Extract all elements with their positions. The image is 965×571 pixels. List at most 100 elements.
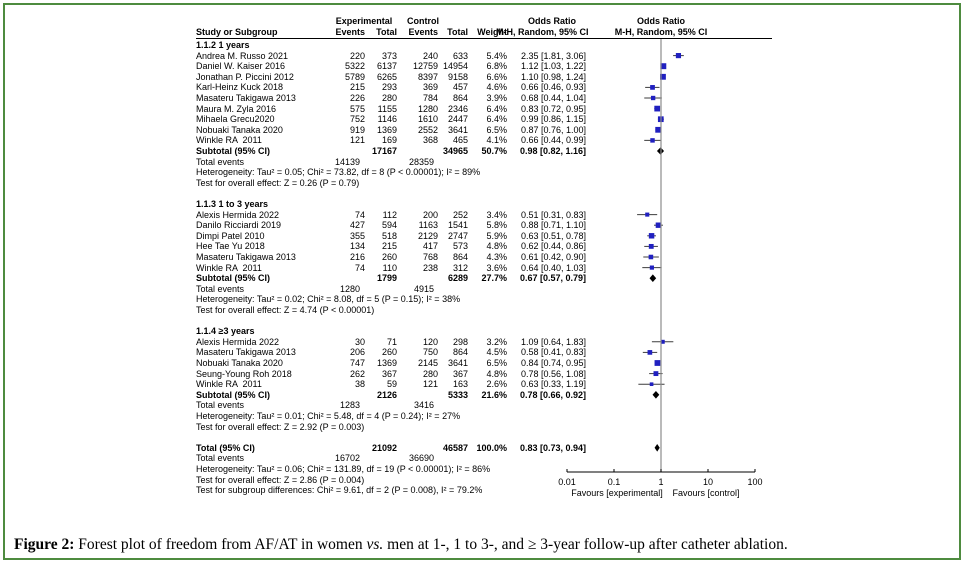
stats-note: Heterogeneity: Tau² = 0.01; Chi² = 5.48,… [196, 411, 461, 421]
cell-ctrl-events: 280 [422, 368, 438, 379]
cell-ctrl-events: 2552 [417, 124, 438, 135]
cell-ctrl-total: 457 [452, 82, 468, 93]
cell-ctrl-events: 12759 [412, 61, 438, 72]
study-name: Masateru Takigawa 2013 [196, 347, 296, 358]
cell-ctrl-events: 417 [422, 241, 438, 252]
cell-or-ci: 0.62 [0.44, 0.86] [520, 241, 586, 252]
axis-favours-experimental: Favours [experimental] [571, 488, 663, 498]
cell-exp-total: 6137 [376, 61, 397, 72]
cell-ctrl-total: 14954 [442, 61, 468, 72]
cell-exp-total: 6265 [376, 71, 397, 82]
header-method-plot: M-H, Random, 95% CI [614, 27, 708, 37]
cell-ctrl-events: 1280 [417, 103, 438, 114]
cell-ctrl-total: 864 [452, 252, 468, 262]
stats-note: Test for subgroup differences: Chi² = 9.… [196, 485, 483, 496]
caption-vs: vs. [366, 536, 384, 553]
study-name: Seung-Young Roh 2018 [196, 368, 292, 379]
header-exp-events: Events [335, 27, 365, 37]
study-name: Winkle RA 2011 [196, 262, 262, 273]
cell-exp-total: 373 [381, 50, 397, 61]
cell-ctrl-events: 369 [422, 82, 438, 93]
study-name: Nobuaki Tanaka 2020 [196, 124, 283, 135]
cell-ctrl-total: 252 [452, 209, 468, 220]
cell-ctrl-events: 368 [422, 135, 438, 146]
cell-weight: 5.4% [486, 50, 507, 61]
cell-exp-total: 112 [382, 209, 397, 220]
study-name: Daniel W. Kaiser 2016 [196, 61, 286, 72]
cell-or-ci: 0.98 [0.82, 1.16] [519, 146, 586, 156]
header-control: Control [407, 16, 439, 26]
cell-ctrl-total: 6289 [447, 273, 468, 284]
cell-ctrl-total: 312 [452, 262, 468, 273]
cell-ctrl-total: 2747 [447, 230, 468, 241]
cell-or-ci: 0.58 [0.41, 0.83] [520, 347, 586, 358]
cell-weight: 6.5% [486, 124, 507, 135]
cell-or-ci: 0.83 [0.72, 0.95] [520, 103, 586, 114]
cell-exp-total: 1155 [377, 103, 397, 114]
header-ctrl-events: Events [408, 27, 438, 37]
cell-exp-total: 1369 [376, 358, 397, 368]
cell-exp-events: 134 [349, 241, 365, 252]
study-name: Winkle RA 2011 [196, 135, 262, 146]
study-name: Maura M. Zyla 2016 [196, 103, 277, 114]
cell-weight: 2.6% [486, 379, 507, 390]
subtotal-row-label: Subtotal (95% CI) [196, 146, 271, 156]
cell-exp-events: 355 [349, 230, 365, 241]
subgroup-heading: 1.1.3 1 to 3 years [196, 199, 269, 209]
cell-weight: 6.8% [486, 61, 507, 72]
cell-ctrl-total: 573 [452, 241, 468, 252]
header-weight: Weight [477, 27, 507, 37]
cell-ctrl-total: 46587 [442, 442, 468, 453]
cell-weight: 4.6% [486, 82, 507, 93]
header-odds-ratio-plot: Odds Ratio [636, 16, 685, 26]
caption-label: Figure 2: [14, 536, 75, 553]
cell-weight: 4.5% [486, 347, 507, 358]
figure-green-frame [3, 3, 961, 560]
cell-exp-total: 1799 [376, 273, 397, 284]
axis-tick-label: 1 [658, 477, 664, 487]
cell-or-ci: 0.84 [0.74, 0.95] [520, 358, 586, 368]
cell-ctrl-total: 34965 [442, 146, 468, 156]
stats-note: Heterogeneity: Tau² = 0.05; Chi² = 73.82… [196, 167, 481, 178]
cell-ctrl-events: 200 [422, 209, 438, 220]
cell-weight: 6.6% [486, 71, 507, 82]
total-events-label: Total events [196, 283, 245, 294]
cell-exp-total: 169 [381, 135, 397, 146]
cell-exp-events: 74 [354, 262, 365, 273]
cell-or-ci: 0.61 [0.42, 0.90] [520, 252, 586, 262]
cell-weight: 5.8% [486, 220, 507, 231]
axis-tick-label: 100 [747, 477, 763, 487]
cell-ctrl-events: 1610 [417, 114, 438, 125]
cell-exp-events: 121 [349, 135, 365, 146]
cell-weight: 21.6% [481, 389, 507, 400]
cell-or-ci: 1.09 [0.64, 1.83] [520, 336, 586, 347]
stats-note: Heterogeneity: Tau² = 0.06; Chi² = 131.8… [196, 464, 491, 474]
axis-tick-label: 10 [702, 477, 713, 487]
cell-ctrl-events: 768 [422, 252, 438, 262]
cell-ctrl-total: 864 [452, 93, 468, 103]
total-events-ctrl: 28359 [408, 156, 434, 167]
cell-weight: 3.6% [486, 262, 507, 273]
cell-or-ci: 0.68 [0.44, 1.04] [520, 93, 586, 103]
cell-weight: 6.5% [486, 358, 507, 368]
cell-exp-events: 5322 [344, 61, 365, 72]
cell-ctrl-total: 367 [452, 368, 468, 379]
stats-note: Test for overall effect: Z = 2.86 (P = 0… [196, 474, 365, 485]
cell-exp-events: 220 [349, 50, 365, 61]
cell-exp-total: 280 [381, 93, 397, 103]
cell-or-ci: 0.51 [0.31, 0.83] [520, 209, 586, 220]
cell-or-ci: 0.99 [0.86, 1.15] [520, 114, 586, 125]
cell-exp-total: 518 [381, 230, 397, 241]
cell-weight: 3.4% [486, 209, 507, 220]
cell-ctrl-events: 2145 [417, 358, 438, 368]
subtotal-row-label: Subtotal (95% CI) [196, 273, 271, 284]
caption-text-pre: Forest plot of freedom from AF/AT in wom… [74, 536, 367, 553]
total-events-label: Total events [196, 156, 245, 167]
subgroup-heading: 1.1.2 1 years [196, 40, 250, 50]
cell-weight: 3.2% [486, 336, 507, 347]
cell-weight: 100.0% [476, 442, 507, 453]
cell-weight: 5.9% [486, 230, 507, 241]
total-events-exp: 1280 [339, 283, 360, 294]
cell-or-ci: 2.35 [1.81, 3.06] [520, 50, 586, 61]
